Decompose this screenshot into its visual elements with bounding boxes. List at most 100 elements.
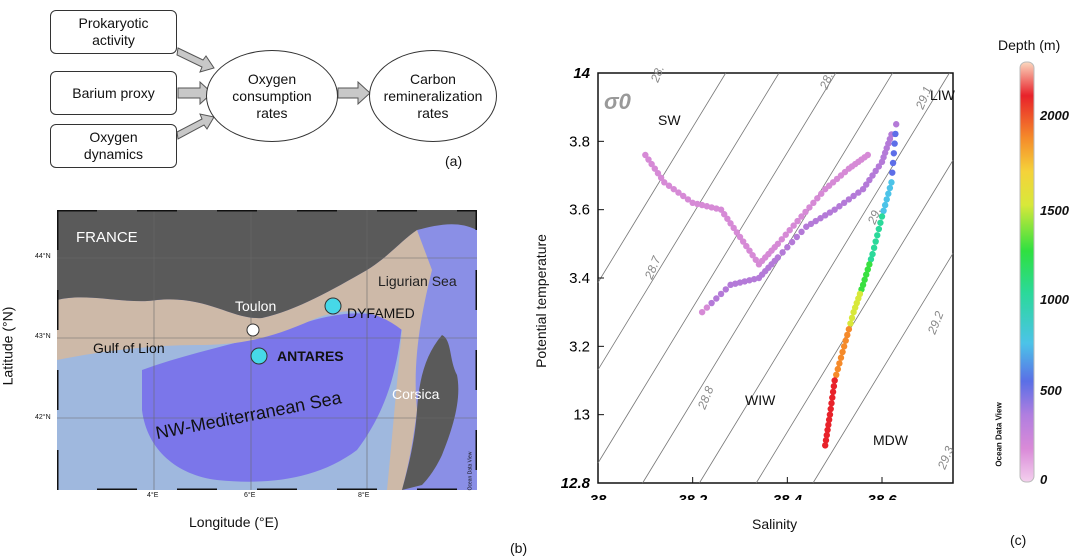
data-point xyxy=(872,238,879,245)
map-lat-tick-42: 42°N xyxy=(35,414,51,421)
data-point xyxy=(654,170,662,177)
data-point xyxy=(863,271,870,278)
flowchart-arrows xyxy=(176,47,371,140)
data-point xyxy=(826,411,834,418)
data-point xyxy=(733,229,741,236)
map-credit: Ocean Data View xyxy=(467,451,474,491)
data-point xyxy=(883,196,890,203)
data-point xyxy=(698,308,706,316)
data-point xyxy=(657,174,665,181)
map-lat-tick-44: 44°N xyxy=(35,253,51,260)
data-point xyxy=(822,212,829,219)
colorbar-title: Depth (m) xyxy=(998,37,1061,53)
arrow-1 xyxy=(176,47,215,73)
water-mass-label: SW xyxy=(658,112,681,128)
data-point xyxy=(827,405,834,413)
data-point xyxy=(878,213,886,220)
data-point xyxy=(850,192,857,200)
data-point xyxy=(840,343,848,350)
data-point xyxy=(680,192,687,200)
data-point xyxy=(867,256,875,263)
data-point xyxy=(833,371,840,379)
data-point xyxy=(855,189,862,196)
isopycnal-line xyxy=(597,72,780,371)
data-point xyxy=(814,195,821,202)
data-point xyxy=(872,167,879,175)
data-point xyxy=(836,203,843,210)
data-point xyxy=(774,240,782,248)
data-point xyxy=(847,320,854,327)
oxygen-consumption-node: Oxygen consumption rates xyxy=(206,50,338,142)
data-point xyxy=(845,196,853,203)
data-point xyxy=(752,256,759,263)
data-point xyxy=(665,182,673,189)
data-point xyxy=(722,286,729,293)
panel-label-c: (c) xyxy=(1010,532,1027,548)
data-point xyxy=(717,206,725,213)
colorbar-tick-0: 0 xyxy=(1040,472,1048,487)
data-point xyxy=(717,290,725,298)
x-tick-label: 38.6 xyxy=(867,492,897,500)
data-point xyxy=(831,206,838,213)
dyfamed-marker xyxy=(324,297,342,315)
antares-marker xyxy=(250,347,268,365)
map-label-toulon: Toulon xyxy=(235,298,277,314)
carbon-remineralization-node: Carbon remineralization rates xyxy=(369,50,497,142)
data-point xyxy=(703,304,711,311)
sigma-label: σ0 xyxy=(604,89,632,114)
data-point xyxy=(864,151,871,159)
land-corsica xyxy=(402,335,459,490)
panel-label-a: (a) xyxy=(445,153,463,169)
isopycnal-line xyxy=(642,72,893,484)
data-point xyxy=(810,199,817,207)
data-point xyxy=(863,181,870,188)
y-tick-label: 14 xyxy=(573,65,590,82)
data-point xyxy=(739,238,747,245)
isopycnal-label: 28. xyxy=(647,63,667,85)
map-ylabel: Latitude (°N) xyxy=(0,306,16,386)
data-point xyxy=(869,250,876,258)
data-point xyxy=(778,236,786,243)
data-point xyxy=(831,377,838,384)
map-xlabel: Longitude (°E) xyxy=(189,514,279,530)
data-point xyxy=(829,394,836,401)
data-point xyxy=(845,326,853,333)
data-point xyxy=(803,223,810,230)
data-point xyxy=(675,189,682,196)
data-point xyxy=(825,421,832,429)
input-box-prokaryotic: Prokaryotic activity xyxy=(50,10,177,54)
data-point xyxy=(788,238,796,246)
water-mass-label: MDW xyxy=(873,432,909,448)
map-label-antares: ANTARES xyxy=(277,348,344,364)
colorbar-tick-1000: 1000 xyxy=(1040,292,1069,307)
ts-xlabel: Salinity xyxy=(752,516,798,532)
data-point xyxy=(721,211,728,218)
data-point xyxy=(724,215,731,222)
input-box-oxygen: Oxygen dynamics xyxy=(50,124,177,168)
map-label-gulf: Gulf of Lion xyxy=(93,340,165,356)
data-point xyxy=(661,179,668,186)
isopycnal-line xyxy=(755,160,954,484)
map-label-ligurian-sea: Ligurian Sea xyxy=(378,273,457,289)
data-point xyxy=(864,266,871,273)
data-point xyxy=(892,130,899,138)
data-point xyxy=(793,233,800,241)
colorbar xyxy=(1019,61,1035,483)
data-point xyxy=(812,217,819,225)
data-point xyxy=(829,388,837,396)
deep-basin xyxy=(142,313,402,482)
map-label-france: FRANCE xyxy=(76,229,138,246)
data-point xyxy=(825,416,833,423)
data-point xyxy=(881,201,889,209)
data-point xyxy=(830,382,838,390)
data-point xyxy=(893,121,900,128)
map-label-corsica: Corsica xyxy=(392,386,440,402)
data-point xyxy=(866,261,873,268)
x-tick-label: 38.4 xyxy=(773,492,803,500)
map-lon-tick-4: 4°E xyxy=(147,492,159,499)
water-mass-label: WIW xyxy=(745,392,776,408)
land-france xyxy=(57,210,477,319)
data-point xyxy=(826,209,834,216)
data-point xyxy=(828,400,835,407)
data-point xyxy=(877,219,884,226)
